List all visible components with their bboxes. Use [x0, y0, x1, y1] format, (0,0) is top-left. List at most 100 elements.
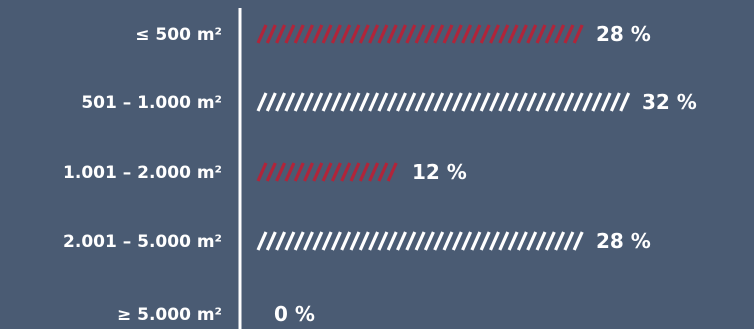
bar-stripe: [330, 162, 342, 182]
bar-stripe: [619, 92, 631, 112]
bar-stripe: [516, 231, 528, 251]
bar-stripe: [303, 231, 314, 251]
bar-stripe: [516, 92, 528, 112]
bar-stripe: [349, 92, 361, 112]
bar-stripe: [265, 92, 277, 112]
value-label: 28 %: [596, 22, 651, 46]
bar-stripe: [265, 162, 277, 182]
bar-stripe: [414, 231, 426, 251]
bar-stripe: [423, 231, 435, 251]
bar-stripe: [340, 92, 352, 112]
bar-stripe: [433, 92, 445, 112]
bar-stripe: [330, 92, 342, 112]
bar-stripe: [498, 24, 510, 44]
bar-stripe: [256, 231, 268, 251]
bar-stripe: [358, 24, 370, 44]
bar-stripe: [433, 231, 445, 251]
bar-stripe: [433, 24, 445, 44]
bar-stripe: [544, 231, 556, 251]
bar-stripe: [405, 92, 417, 112]
bar-stripe: [293, 162, 305, 182]
bar-stripe: [582, 92, 593, 112]
bar-stripe: [368, 24, 380, 44]
bar-stripe: [461, 24, 473, 44]
bar-stripe: [303, 92, 314, 112]
bar-stripe: [507, 231, 519, 251]
bar-stripe: [526, 231, 538, 251]
bar-stripe: [563, 92, 575, 112]
bar-stripe: [303, 24, 314, 44]
bar-stripe: [516, 24, 528, 44]
bar: [256, 231, 584, 251]
category-label: ≤ 500 m²: [135, 25, 222, 45]
bar-stripe: [256, 24, 268, 44]
bar-stripe: [396, 231, 407, 251]
bar-stripe: [479, 231, 491, 251]
category-label: ≥ 5.000 m²: [117, 305, 222, 325]
bar-stripe: [265, 231, 277, 251]
value-label: 0 %: [274, 302, 315, 326]
bar-stripe: [451, 92, 463, 112]
bar-stripe: [377, 162, 389, 182]
bar-stripe: [275, 24, 287, 44]
bar: [256, 162, 398, 182]
bar-stripe: [358, 231, 370, 251]
bar-stripe: [349, 231, 361, 251]
bar-stripe: [572, 24, 584, 44]
bar-stripe: [451, 231, 463, 251]
bar-stripe: [284, 231, 296, 251]
bar-stripe: [396, 92, 407, 112]
bar-stripe: [489, 24, 500, 44]
bar-stripe: [554, 92, 566, 112]
bar-stripe: [321, 162, 333, 182]
bar-stripe: [358, 162, 370, 182]
bar-stripe: [535, 24, 547, 44]
bar-stripe: [507, 92, 519, 112]
bar-stripe: [312, 162, 324, 182]
bar-stripe: [470, 92, 482, 112]
bar-stripe: [340, 24, 352, 44]
bar-stripe: [321, 92, 333, 112]
bar-stripe: [572, 92, 584, 112]
value-label: 12 %: [412, 160, 467, 184]
bar-stripe: [423, 24, 435, 44]
bar-stripe: [572, 231, 584, 251]
bar-stripe: [609, 92, 621, 112]
bar-stripe: [377, 92, 389, 112]
bar-stripe: [265, 24, 277, 44]
bar-stripe: [423, 92, 435, 112]
bar-stripe: [442, 92, 454, 112]
bar-stripe: [442, 231, 454, 251]
bar-stripe: [293, 92, 305, 112]
bar-stripe: [414, 92, 426, 112]
bar-stripe: [554, 231, 566, 251]
bar-stripe: [535, 92, 547, 112]
bar-stripe: [479, 92, 491, 112]
bar-stripe: [591, 92, 603, 112]
bar-stripe: [284, 92, 296, 112]
bar-stripe: [442, 24, 454, 44]
bar-stripe: [386, 24, 398, 44]
bar-stripe: [386, 92, 398, 112]
bar-stripe: [386, 162, 398, 182]
bar-stripe: [321, 24, 333, 44]
bar-stripe: [544, 24, 556, 44]
bar-stripe: [405, 24, 417, 44]
bar-stripe: [256, 92, 268, 112]
bar-stripe: [544, 92, 556, 112]
bar-stripe: [498, 92, 510, 112]
bar-stripe: [293, 24, 305, 44]
bar-stripe: [303, 162, 314, 182]
bar-stripe: [563, 231, 575, 251]
bar-stripe: [275, 231, 287, 251]
bar-stripe: [340, 162, 352, 182]
bar-stripe: [563, 24, 575, 44]
bar-stripe: [293, 231, 305, 251]
category-label: 1.001 – 2.000 m²: [63, 163, 222, 183]
bar-stripe: [330, 231, 342, 251]
bar-stripe: [256, 162, 268, 182]
bar-stripe: [554, 24, 566, 44]
bar-stripe: [377, 24, 389, 44]
bar: [256, 24, 584, 44]
